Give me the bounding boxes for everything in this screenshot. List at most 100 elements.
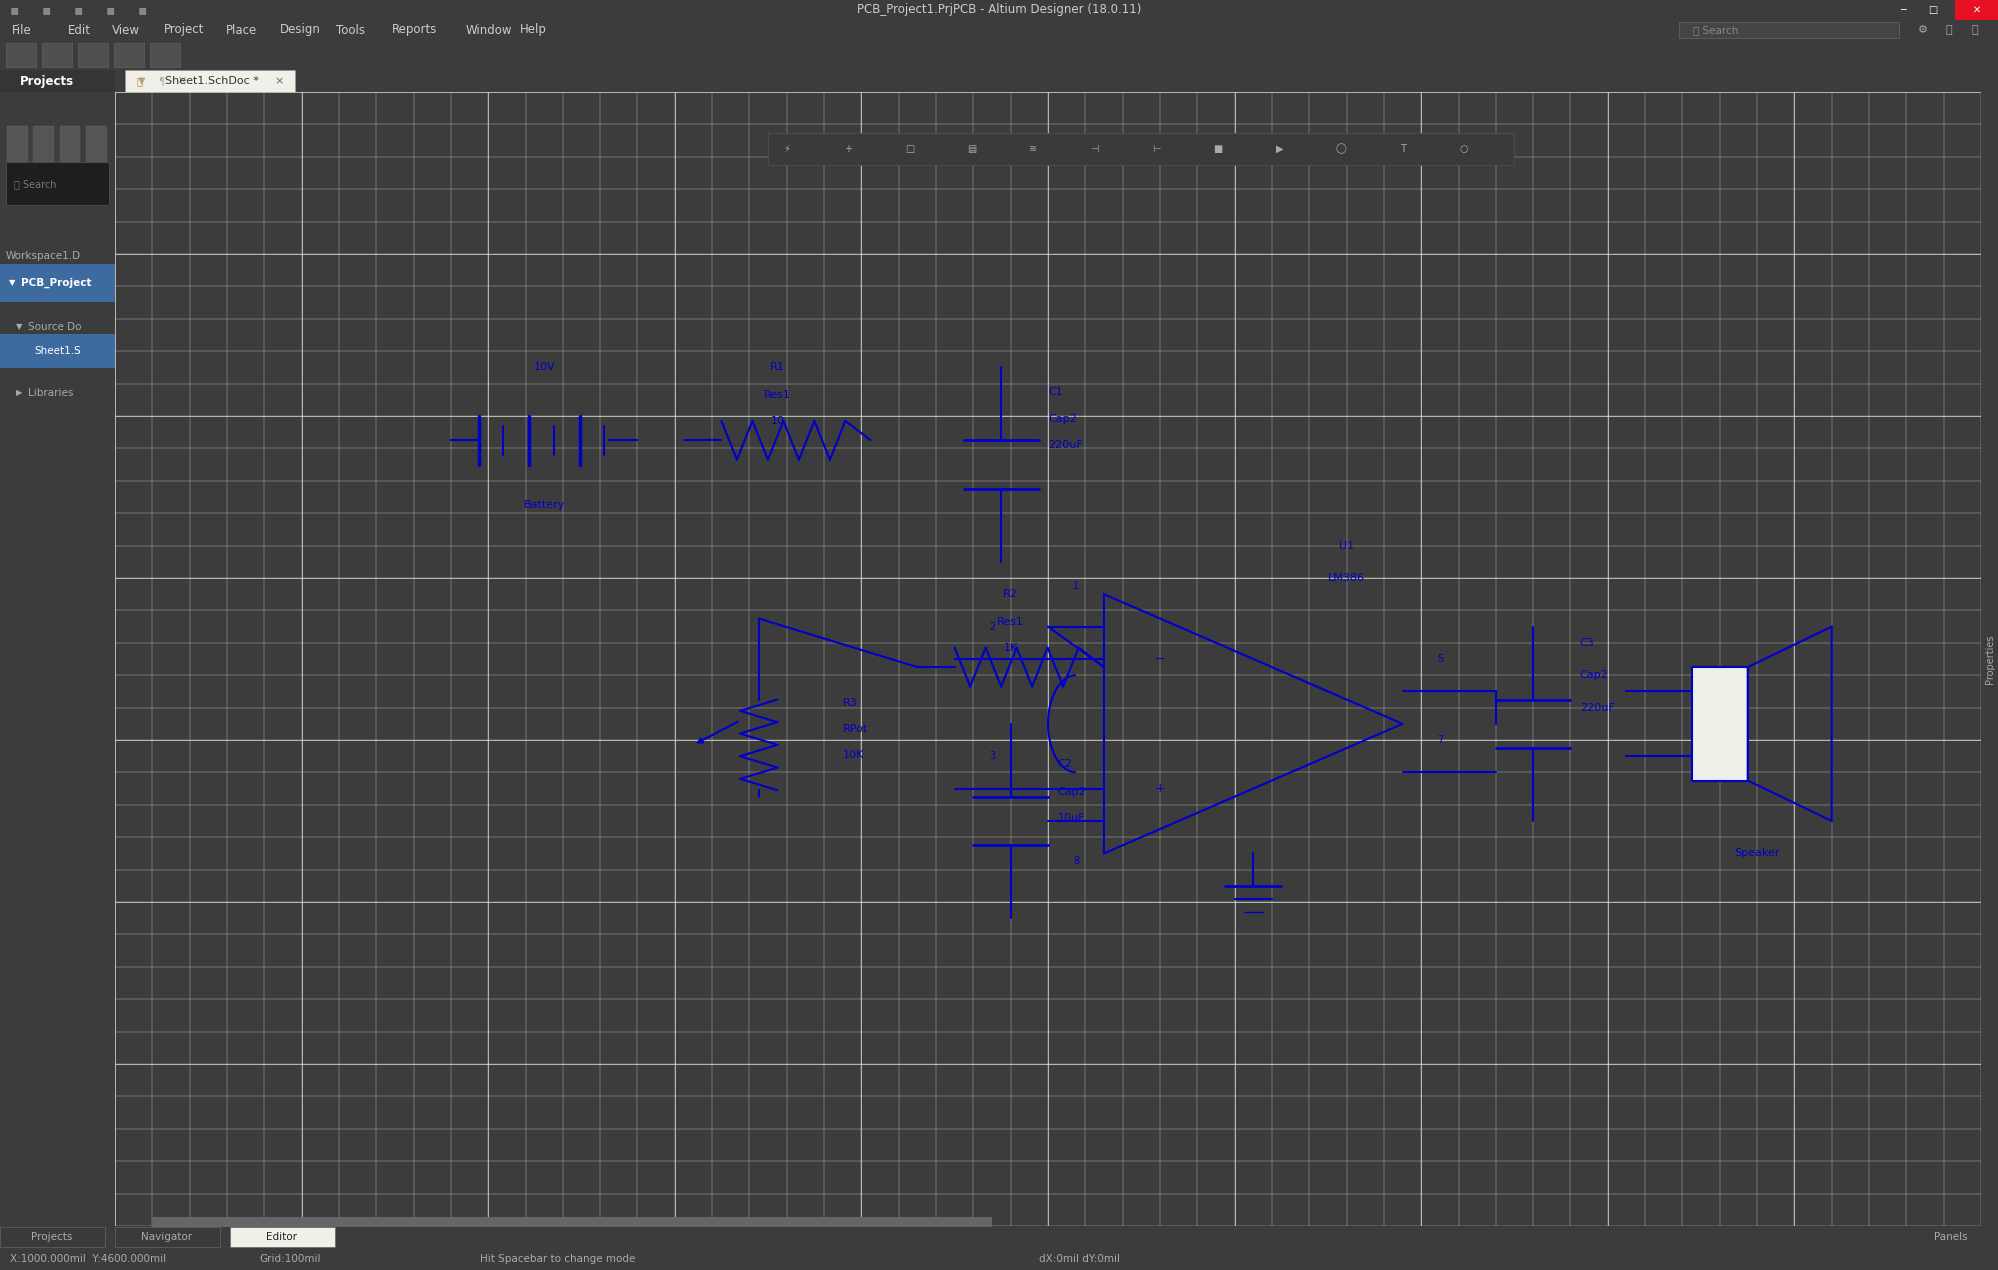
Text: ×: ×	[274, 76, 284, 86]
Bar	[1954, 0, 1998, 20]
Text: 1: 1	[1073, 582, 1079, 591]
Bar	[60, 126, 80, 171]
Text: ×: ×	[176, 75, 186, 88]
Text: 10uF: 10uF	[1057, 813, 1085, 823]
Text: ▶: ▶	[16, 389, 22, 398]
Text: ¶: ¶	[158, 76, 164, 86]
Text: ◯: ◯	[1335, 144, 1347, 154]
Text: ▤: ▤	[967, 144, 975, 154]
Text: RPot: RPot	[843, 724, 867, 734]
Text: +: +	[1155, 782, 1165, 795]
Bar	[0, 1227, 106, 1247]
Text: R2: R2	[1003, 589, 1017, 599]
Text: ⊢: ⊢	[1151, 144, 1161, 154]
Text: 🔔: 🔔	[1944, 25, 1952, 36]
Bar	[0, 334, 116, 367]
Text: ≋: ≋	[1029, 144, 1037, 154]
Text: Projects: Projects	[32, 1232, 72, 1242]
Text: Workspace1.D: Workspace1.D	[6, 251, 80, 262]
Text: 🔍 Search: 🔍 Search	[1692, 25, 1738, 36]
Text: 220uF: 220uF	[1578, 702, 1614, 712]
Bar	[34, 126, 54, 171]
Text: ○: ○	[1459, 144, 1469, 154]
Bar	[6, 163, 110, 206]
Bar	[78, 43, 108, 67]
Bar	[230, 1227, 336, 1247]
Text: Window: Window	[466, 24, 511, 37]
Text: −: −	[1155, 653, 1165, 665]
Bar	[6, 126, 28, 171]
Text: R3: R3	[843, 697, 857, 707]
Bar	[86, 126, 108, 171]
Text: LM386: LM386	[1327, 573, 1365, 583]
Text: PCB_Project: PCB_Project	[20, 277, 92, 287]
Bar	[116, 1227, 220, 1247]
Text: ▼: ▼	[10, 278, 16, 287]
Text: 5: 5	[1437, 654, 1443, 664]
Text: ⊣: ⊣	[1089, 144, 1099, 154]
Text: Editor: Editor	[266, 1232, 298, 1242]
Bar	[0, 70, 116, 91]
Text: 8: 8	[1073, 856, 1079, 866]
Text: 🔍 Search: 🔍 Search	[14, 179, 56, 189]
Text: ⚙: ⚙	[1916, 25, 1928, 36]
Text: ⚡: ⚡	[783, 144, 789, 154]
Text: X:1000.000mil  Y:4600.000mil: X:1000.000mil Y:4600.000mil	[10, 1253, 166, 1264]
Text: Speaker: Speaker	[1734, 848, 1778, 859]
Text: 2: 2	[989, 621, 995, 631]
Bar	[150, 43, 180, 67]
Text: ▪: ▪	[138, 3, 148, 17]
Text: Grid:100mil: Grid:100mil	[260, 1253, 322, 1264]
Text: □: □	[1928, 5, 1936, 15]
Text: R1: R1	[769, 362, 785, 372]
Text: dX:0mil dY:0mil: dX:0mil dY:0mil	[1039, 1253, 1121, 1264]
Text: U1: U1	[1339, 541, 1353, 551]
Text: Navigator: Navigator	[142, 1232, 192, 1242]
Bar	[1690, 667, 1746, 781]
Text: C2: C2	[1057, 759, 1071, 770]
Text: ▶: ▶	[1275, 144, 1283, 154]
Text: ■: ■	[1213, 144, 1223, 154]
Text: File: File	[12, 24, 32, 37]
Text: ─: ─	[1900, 5, 1904, 15]
Bar	[0, 264, 116, 302]
Text: Design: Design	[280, 24, 320, 37]
Bar	[152, 1217, 991, 1227]
Text: □: □	[905, 144, 913, 154]
Text: ✕: ✕	[1972, 5, 1980, 15]
Text: Reports: Reports	[392, 24, 438, 37]
Text: Tools: Tools	[336, 24, 366, 37]
Bar	[1678, 22, 1898, 38]
Text: ▪: ▪	[42, 3, 52, 17]
Text: C1: C1	[1047, 386, 1063, 396]
Bar	[6, 43, 36, 67]
Text: Sheet1.S: Sheet1.S	[34, 345, 82, 356]
Text: Projects: Projects	[20, 75, 74, 88]
Text: Hit Spacebar to change mode: Hit Spacebar to change mode	[480, 1253, 635, 1264]
Text: Help: Help	[519, 24, 545, 37]
Text: Cap2: Cap2	[1057, 787, 1085, 796]
Text: View: View	[112, 24, 140, 37]
Text: Properties: Properties	[1984, 634, 1994, 683]
Bar	[126, 70, 296, 91]
Text: ▪: ▪	[74, 3, 84, 17]
Text: Cap2: Cap2	[1047, 414, 1077, 424]
Text: 👤: 👤	[1970, 25, 1978, 36]
Text: Sheet1.SchDoc *: Sheet1.SchDoc *	[166, 76, 258, 86]
Text: ▼: ▼	[138, 76, 146, 86]
Text: C3: C3	[1578, 638, 1594, 648]
Text: Edit: Edit	[68, 24, 92, 37]
Text: Project: Project	[164, 24, 204, 37]
Text: 📄: 📄	[138, 76, 142, 86]
Text: Res1: Res1	[997, 617, 1023, 626]
Text: ▪: ▪	[10, 3, 20, 17]
Text: 1K: 1K	[1003, 643, 1017, 653]
Text: ▪: ▪	[106, 3, 116, 17]
Text: 10K: 10K	[843, 749, 863, 759]
Text: 220uF: 220uF	[1047, 441, 1083, 450]
Text: Cap2: Cap2	[1578, 671, 1608, 681]
Text: 7: 7	[1437, 735, 1443, 745]
Bar	[767, 132, 1514, 165]
Text: Source Do: Source Do	[28, 321, 82, 331]
Bar	[114, 43, 144, 67]
